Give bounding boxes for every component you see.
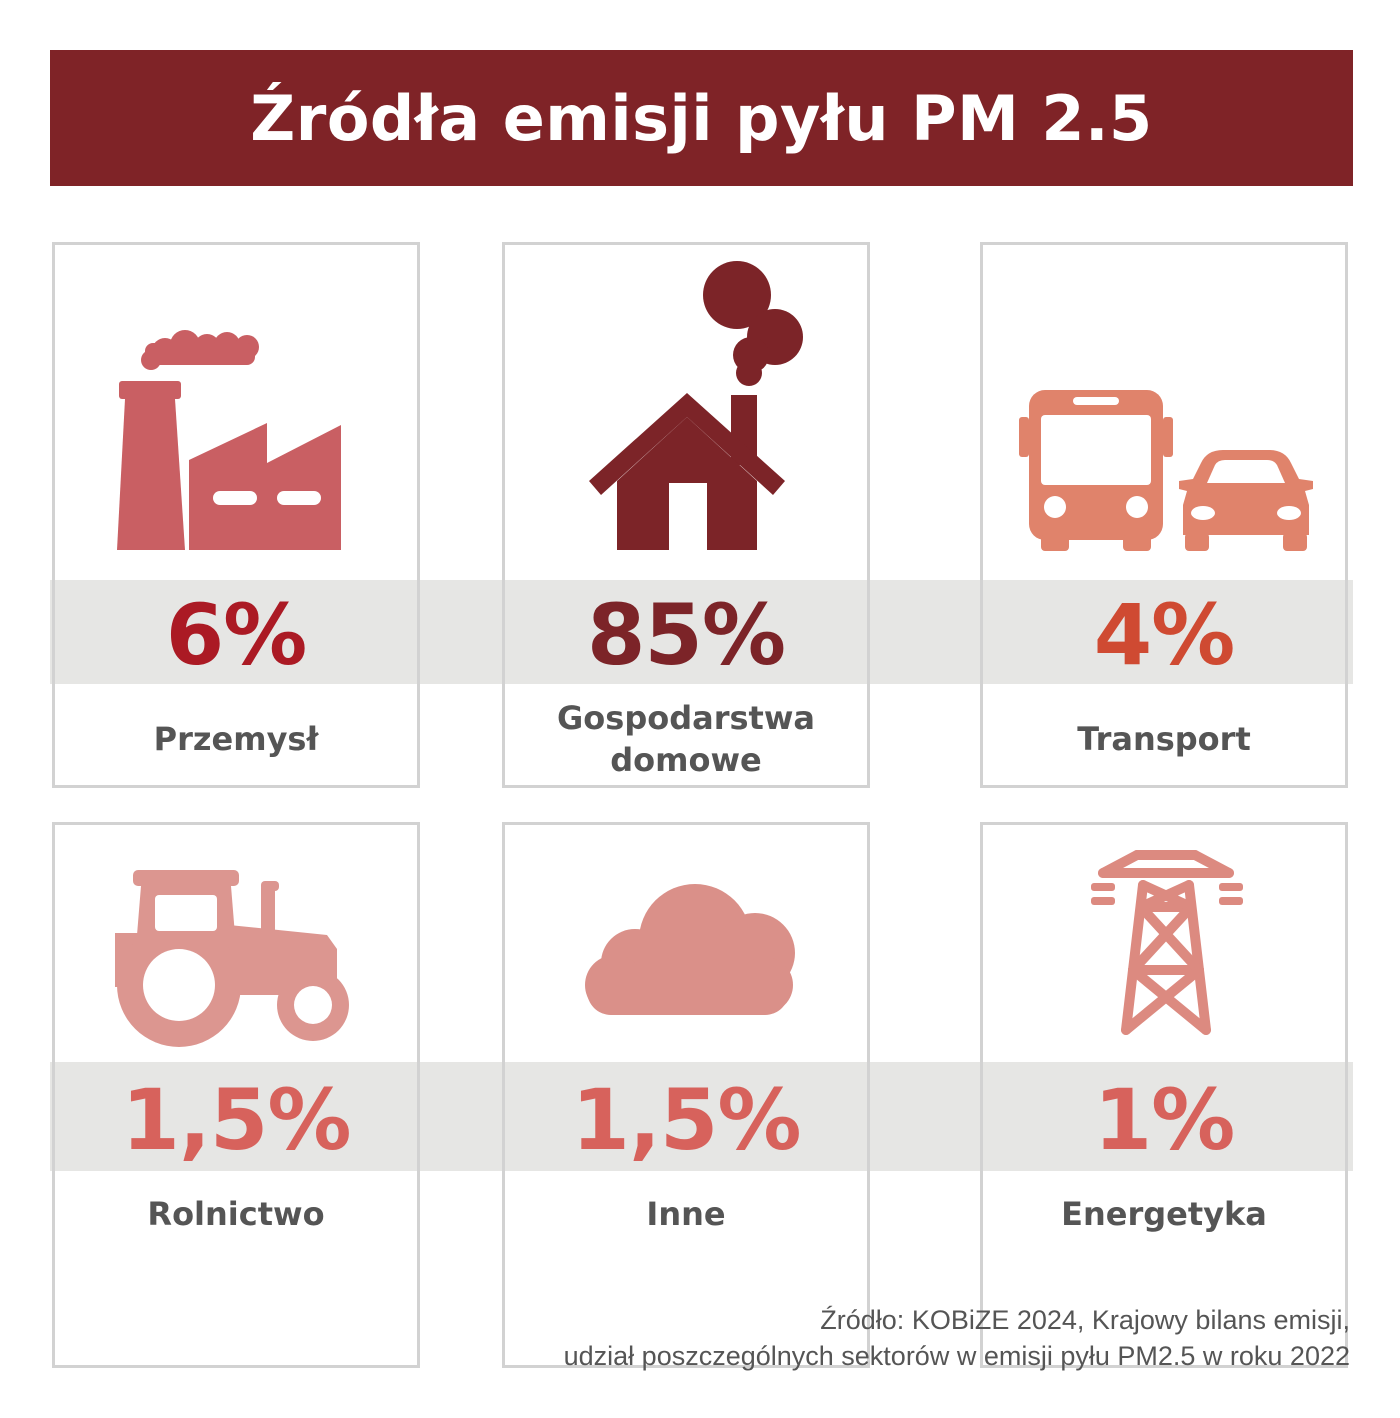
value-rolnictwo: 1,5% <box>121 1070 352 1169</box>
value-gospodarstwa: 85% <box>586 586 786 684</box>
card-inne: 1,5% Inne <box>502 822 870 1368</box>
label-energetyka: Energetyka <box>983 1174 1345 1254</box>
label-gospodarstwa: Gospodarstwa domowe <box>505 687 867 791</box>
label-text: Transport <box>1077 720 1251 758</box>
page-title: Źródła emisji pyłu PM 2.5 <box>250 81 1153 155</box>
value-band-bottom <box>50 1062 1353 1171</box>
value-transport: 4% <box>1093 586 1236 684</box>
bus-car-icon <box>983 245 1345 583</box>
label-przemysl: Przemysł <box>55 687 417 791</box>
factory-icon <box>55 245 417 583</box>
value-przemysl: 6% <box>165 586 308 684</box>
tractor-icon <box>55 825 417 1163</box>
power-pylon-icon <box>983 825 1345 1163</box>
value-energetyka: 1% <box>1093 1070 1236 1169</box>
source-line-2: udział poszczególnych sektorów w emisji … <box>563 1341 1350 1371</box>
label-transport: Transport <box>983 687 1345 791</box>
card-transport: 4% Transport <box>980 242 1348 788</box>
source-note: Źródło: KOBiZE 2024, Krajowy bilans emis… <box>564 1302 1350 1374</box>
label-text: Energetyka <box>1061 1195 1267 1233</box>
source-line-1: Źródło: KOBiZE 2024, Krajowy bilans emis… <box>820 1305 1350 1335</box>
label-rolnictwo: Rolnictwo <box>55 1174 417 1254</box>
title-bar: Źródła emisji pyłu PM 2.5 <box>50 50 1353 186</box>
label-inne: Inne <box>505 1174 867 1254</box>
label-text: Przemysł <box>153 720 319 758</box>
cloud-icon <box>505 825 867 1163</box>
card-przemysl: 6% Przemysł <box>52 242 420 788</box>
label-text: Inne <box>646 1195 726 1233</box>
card-gospodarstwa-domowe: 85% Gospodarstwa domowe <box>502 242 870 788</box>
label-text: Gospodarstwa domowe <box>557 699 815 779</box>
card-energetyka: 1% Energetyka <box>980 822 1348 1368</box>
card-rolnictwo: 1,5% Rolnictwo <box>52 822 420 1368</box>
house-chimney-smoke-icon <box>505 245 867 583</box>
value-inne: 1,5% <box>571 1070 802 1169</box>
label-text: Rolnictwo <box>147 1195 325 1233</box>
value-band-top <box>50 580 1353 684</box>
